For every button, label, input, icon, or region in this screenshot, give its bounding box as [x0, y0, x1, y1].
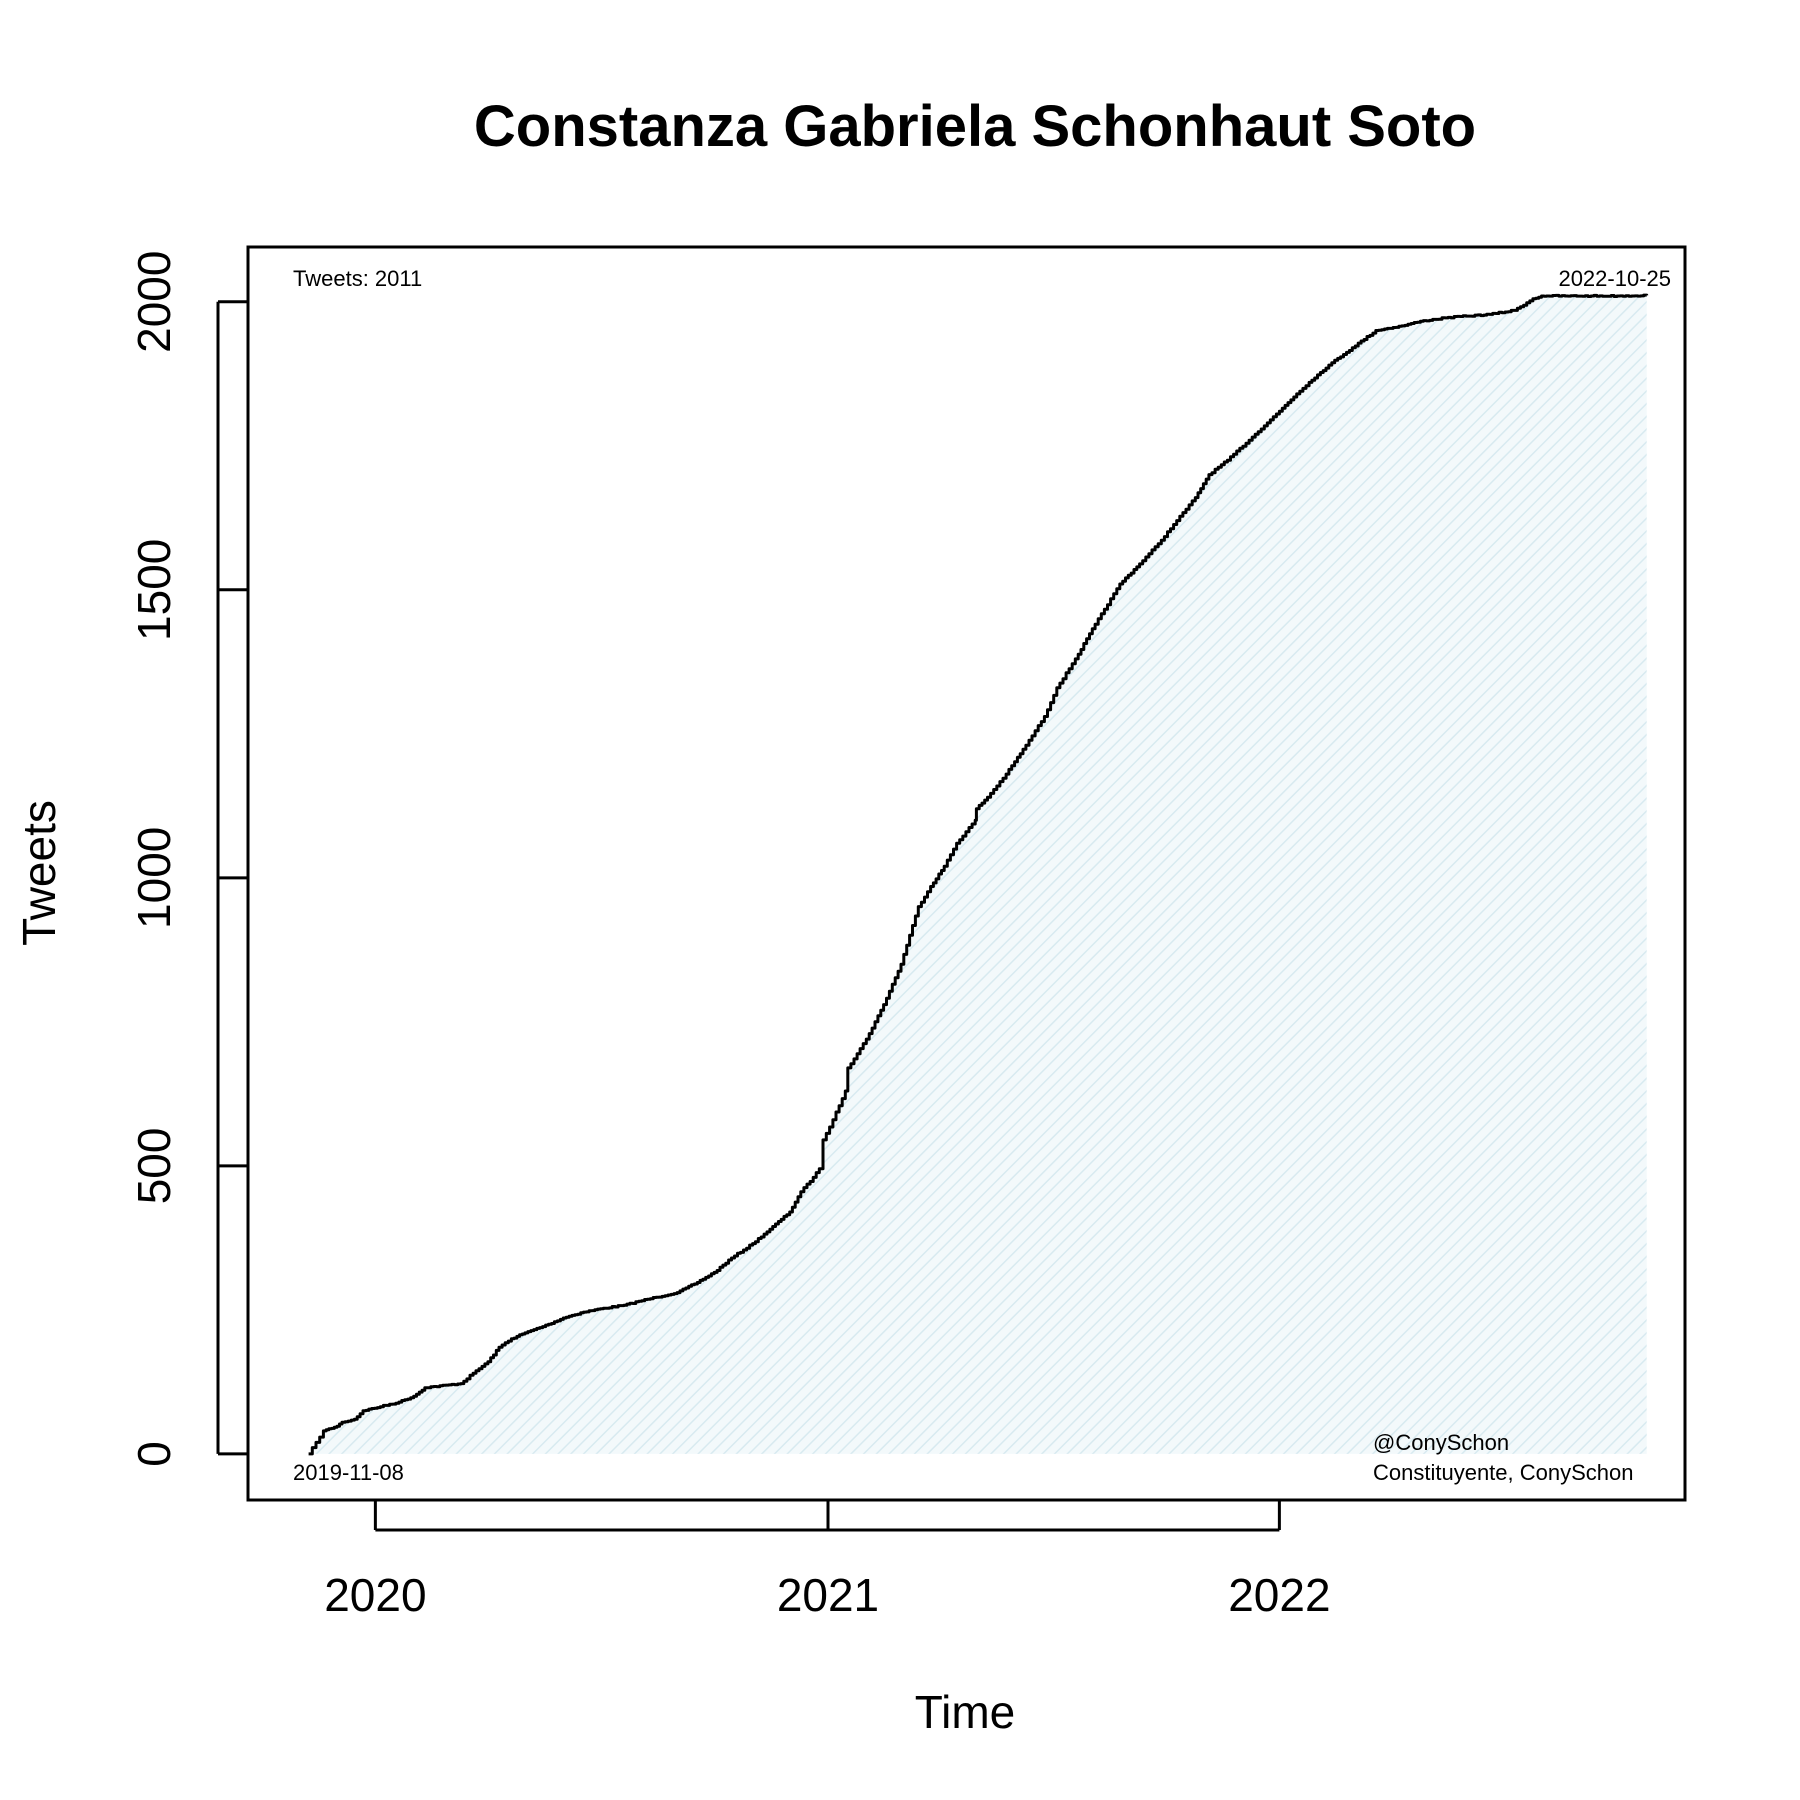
y-axis: 0 500 1000 1500 2000 — [128, 251, 248, 1467]
tweet-count-label: Tweets: 2011 — [293, 266, 422, 291]
y-axis-title: Tweets — [13, 800, 65, 946]
end-date-label: 2022-10-25 — [1558, 266, 1671, 291]
y-tick-label: 2000 — [128, 251, 180, 353]
series-line — [308, 293, 1649, 1456]
x-axis-title: Time — [915, 1686, 1016, 1738]
area-fill — [308, 295, 1647, 1454]
y-tick-label: 1000 — [128, 827, 180, 929]
x-tick-label: 2021 — [777, 1569, 879, 1621]
plot-area — [308, 293, 1649, 1456]
y-tick-label: 0 — [128, 1441, 180, 1467]
x-tick-label: 2022 — [1228, 1569, 1330, 1621]
x-tick-label: 2020 — [324, 1569, 426, 1621]
plot-frame — [246, 245, 1687, 1502]
description-label: Constituyente, ConySchon — [1373, 1460, 1634, 1485]
chart-title: Constanza Gabriela Schonhaut Soto — [474, 94, 1476, 159]
x-axis: 2020 2021 2022 — [324, 1500, 1331, 1621]
handle-label: @ConySchon — [1373, 1430, 1509, 1455]
y-tick-label: 1500 — [128, 539, 180, 641]
y-tick-label: 500 — [128, 1128, 180, 1205]
start-date-label: 2019-11-08 — [293, 1460, 404, 1485]
